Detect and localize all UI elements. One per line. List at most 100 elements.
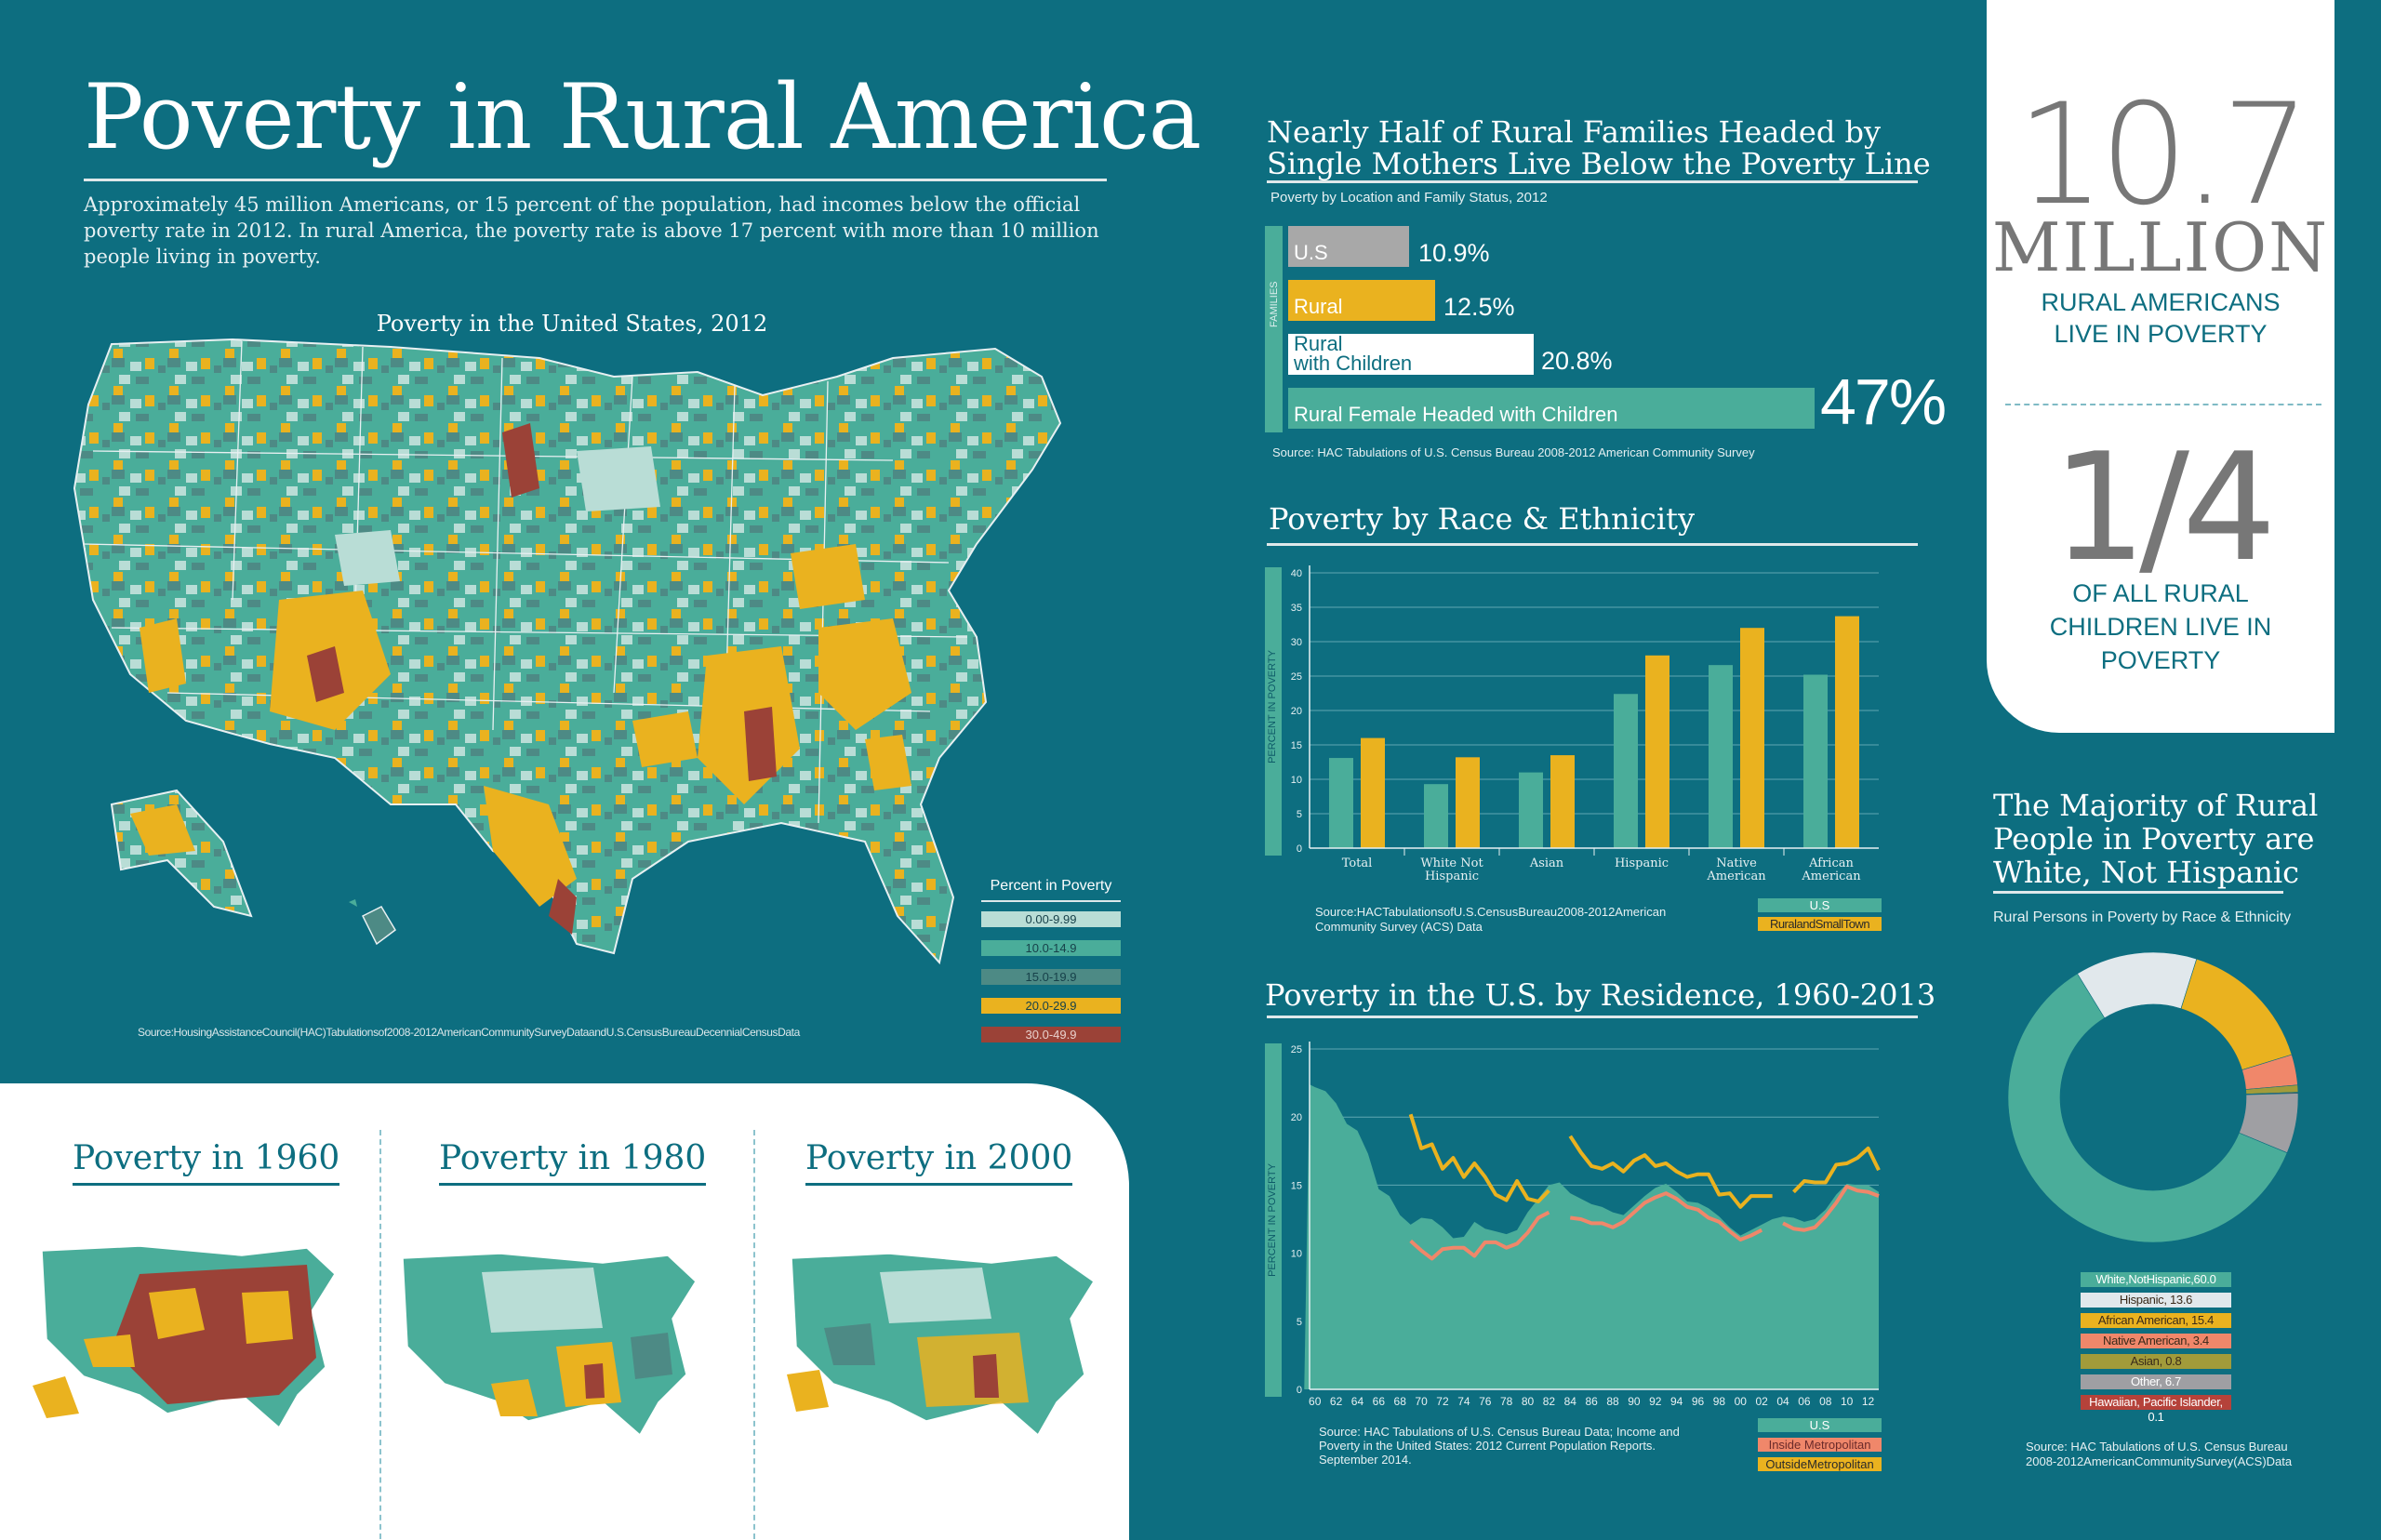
donut-title-rule	[1993, 891, 2283, 894]
residence-area-chart: PERCENT IN POVERTY 0 5 10 15 20 25 60 62 64 66 68 70…	[1265, 1042, 1881, 1406]
donut-legend-item: Hawaiian, Pacific Islander, 0.1	[2081, 1395, 2231, 1424]
donut-legend-item: White,NotHispanic,60.0	[2081, 1272, 2231, 1287]
donut-legend-item: Asian, 0.8	[2081, 1354, 2231, 1369]
decade-divider	[379, 1130, 381, 1539]
x-tick-label: White Not	[1420, 856, 1483, 870]
residence-legend-us: U.S	[1758, 1418, 1882, 1432]
legend-item: 15.0-19.9	[981, 969, 1121, 985]
x-tick-label: 02	[1755, 1395, 1768, 1406]
family-value-rural-children: 20.8%	[1541, 347, 1613, 375]
stat1-line1: RURAL AMERICANS	[2041, 288, 2281, 316]
race-chart-title: Poverty by Race & Ethnicity	[1269, 501, 1696, 537]
donut-source: Source: HAC Tabulations of U.S. Census B…	[2026, 1440, 2292, 1469]
family-value-female-headed: 47%	[1820, 365, 1947, 438]
residence-chart-rule	[1267, 1016, 1918, 1018]
y-tick-label: 20	[1291, 1112, 1302, 1123]
stat2-line2: CHILDREN LIVE IN	[2049, 613, 2272, 641]
x-tick-label: Asian	[1529, 856, 1564, 870]
donut-source-line1: Source: HAC Tabulations of U.S. Census B…	[2026, 1440, 2288, 1454]
map-1960	[33, 1245, 336, 1429]
y-axis-label: PERCENT IN POVERTY	[1267, 1162, 1278, 1277]
family-value-us: 10.9%	[1418, 239, 1490, 267]
donut-title-line2: People in Poverty are	[1993, 821, 2315, 856]
bar-rural	[1740, 628, 1764, 848]
y-tick-label: 5	[1297, 809, 1302, 820]
family-bar-rural-children: Rural with Children	[1288, 334, 1534, 375]
stat2-line1: OF ALL RURAL	[2072, 579, 2249, 607]
x-tick-label: American	[1706, 870, 1766, 883]
donut-legend-item: Hispanic, 13.6	[2081, 1293, 2231, 1308]
donut-title-line1: The Majority of Rural	[1993, 788, 2319, 823]
map-source: Source:HousingAssistanceCouncil(HAC)Tabu…	[138, 1026, 800, 1039]
race-chart-source: Source:HACTabulationsofU.S.CensusBureau2…	[1315, 905, 1667, 934]
stat-rural-poverty-number: 10.7	[2016, 74, 2310, 236]
x-tick-label: 76	[1479, 1395, 1492, 1406]
stat2-line3: POVERTY	[2100, 646, 2221, 674]
hawaii-shape	[361, 906, 396, 946]
x-tick-label: 88	[1606, 1395, 1619, 1406]
x-tick-label: 04	[1776, 1395, 1789, 1406]
decade-title-1960: Poverty in 1960	[73, 1139, 340, 1186]
x-tick-label: 06	[1798, 1395, 1811, 1406]
residence-chart-source: Source: HAC Tabulations of U.S. Census B…	[1319, 1425, 1680, 1467]
x-tick-label: 82	[1543, 1395, 1556, 1406]
map-1980	[402, 1253, 697, 1437]
family-value-rural: 12.5%	[1443, 293, 1515, 321]
families-title-line1: Nearly Half of Rural Families Headed by	[1267, 114, 1882, 150]
x-tick-label: 80	[1522, 1395, 1535, 1406]
bar-us	[1424, 784, 1448, 848]
x-tick-label: 00	[1735, 1395, 1748, 1406]
families-axis-strip	[1265, 226, 1283, 432]
families-axis-label: FAMILIES	[1269, 281, 1280, 327]
x-tick-label: Hispanic	[1425, 870, 1479, 883]
map-2000	[787, 1253, 1096, 1437]
race-legend-us: U.S	[1758, 898, 1882, 912]
intro-text: Approximately 45 million Americans, or 1…	[84, 193, 1099, 268]
map-legend: Percent in Poverty 0.00-9.99 10.0-14.9 1…	[981, 878, 1121, 1055]
us-poverty-map	[73, 338, 1062, 965]
x-tick-label: 98	[1713, 1395, 1726, 1406]
x-tick-label: 90	[1628, 1395, 1641, 1406]
y-axis-label: PERCENT IN POVERTY	[1267, 649, 1278, 763]
donut-title-line3: White, Not Hispanic	[1993, 855, 2300, 890]
x-tick-label: 74	[1457, 1395, 1470, 1406]
x-tick-label: 86	[1585, 1395, 1598, 1406]
title-divider	[84, 179, 1107, 181]
bar-us	[1709, 665, 1733, 848]
x-tick-label: 96	[1692, 1395, 1705, 1406]
x-tick-label: 12	[1862, 1395, 1875, 1406]
y-tick-label: 0	[1297, 843, 1302, 855]
family-bar-rural: Rural	[1288, 280, 1435, 321]
bar-rural	[1835, 616, 1859, 848]
y-tick-label: 35	[1291, 603, 1302, 614]
families-title-line2: Single Mothers Live Below the Poverty Li…	[1267, 146, 1931, 181]
stats-panel	[1987, 0, 2334, 733]
x-tick-label: 92	[1649, 1395, 1662, 1406]
y-tick-label: 10	[1291, 775, 1302, 786]
y-tick-label: 10	[1291, 1249, 1302, 1260]
y-tick-label: 25	[1291, 1044, 1302, 1055]
donut-legend: White,NotHispanic,60.0 Hispanic, 13.6 Afri…	[2081, 1272, 2231, 1424]
x-tick-label: Native	[1716, 856, 1757, 870]
x-tick-label: 72	[1436, 1395, 1449, 1406]
y-axis-strip	[1265, 1043, 1282, 1397]
stats-divider	[2005, 404, 2321, 405]
donut-source-line2: 2008-2012AmericanCommunitySurvey(ACS)Dat…	[2026, 1454, 2293, 1468]
bar-us	[1519, 772, 1543, 848]
x-tick-label: 62	[1330, 1395, 1343, 1406]
area-us	[1304, 1084, 1879, 1389]
x-tick-label: Hispanic	[1615, 856, 1669, 870]
stat-rural-poverty-unit: MILLION	[1991, 208, 2330, 286]
families-source: Source: HAC Tabulations of U.S. Census B…	[1272, 445, 1755, 459]
map-title: Poverty in the United States, 2012	[376, 311, 768, 337]
line-inside-metro	[1409, 1184, 1880, 1261]
x-tick-label: 08	[1819, 1395, 1832, 1406]
legend-item: 20.0-29.9	[981, 998, 1121, 1014]
families-title-rule	[1267, 180, 1918, 183]
bar-us	[1803, 674, 1828, 848]
bar-us	[1329, 758, 1353, 848]
families-subtitle: Poverty by Location and Family Status, 2…	[1270, 190, 1548, 206]
stat1-line2: LIVE IN POVERTY	[2054, 320, 2268, 348]
x-tick-label: 66	[1373, 1395, 1386, 1406]
donut-legend-item: Other, 6.7	[2081, 1374, 2231, 1389]
